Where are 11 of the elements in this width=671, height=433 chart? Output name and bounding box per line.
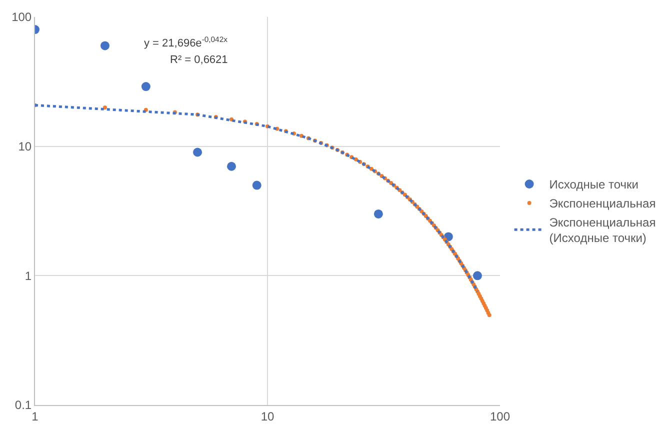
y-tick-label: 1 — [24, 268, 32, 283]
legend-label: Экспоненциальная — [549, 196, 656, 211]
x-tick-label: 100 — [490, 409, 510, 424]
legend-label: Экспоненциальная (Исходные точки) — [549, 215, 656, 246]
legend-label: Исходные точки — [549, 178, 638, 192]
y-tick-label: 10 — [18, 140, 32, 154]
annotation: R² = 0,6621 — [170, 54, 228, 66]
x-tick-label: 10 — [260, 409, 274, 424]
y-tick-label: 100 — [12, 10, 32, 24]
annotation: y = 21,696e$^{-0,042x}$ — [144, 35, 228, 50]
y-tick-label: 0.1 — [14, 398, 32, 412]
